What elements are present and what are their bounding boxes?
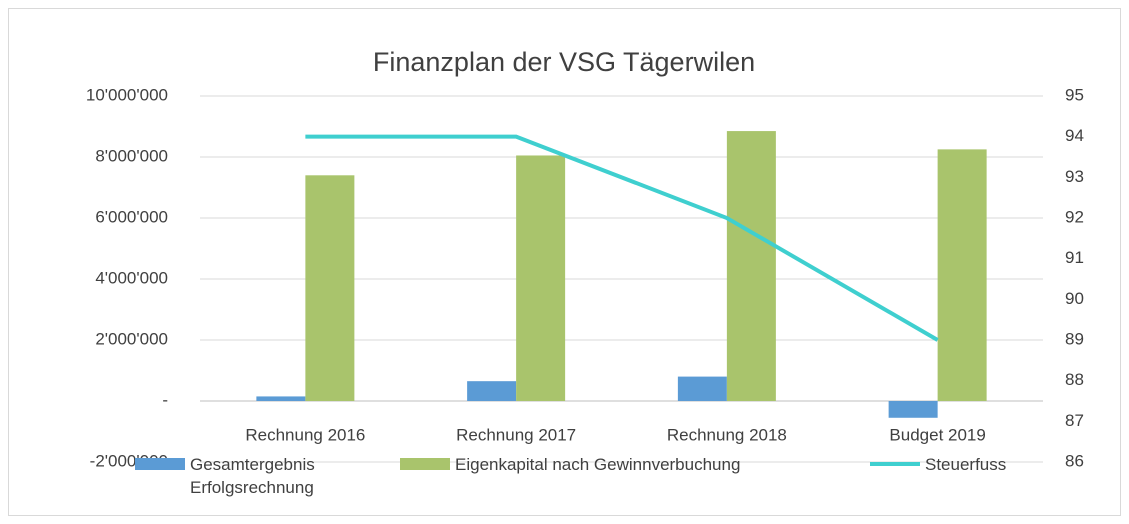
- y-tick-label: -: [162, 390, 168, 409]
- x-tick-label: Rechnung 2017: [456, 425, 576, 444]
- chart-title: Finanzplan der VSG Tägerwilen: [373, 47, 755, 77]
- legend-label: Eigenkapital nach Gewinnverbuchung: [455, 455, 741, 474]
- x-tick-label: Budget 2019: [889, 425, 985, 444]
- legend-label: Steuerfuss: [925, 455, 1007, 474]
- y-tick-label: 6'000'000: [95, 207, 168, 226]
- x-tick-label: Rechnung 2018: [667, 425, 787, 444]
- x-tick-label: Rechnung 2016: [245, 425, 365, 444]
- bar: [888, 401, 938, 418]
- y-tick-label: 8'000'000: [95, 146, 168, 165]
- legend-swatch: [400, 458, 450, 470]
- legend-label: Gesamtergebnis Erfolgsrechnung: [190, 455, 315, 497]
- y2-tick-label: 92: [1065, 207, 1084, 226]
- y-tick-label: 10'000'000: [86, 85, 168, 104]
- y2-tick-label: 89: [1065, 329, 1084, 348]
- bar: [726, 131, 776, 401]
- bar: [677, 376, 727, 401]
- y-tick-label: 2'000'000: [95, 329, 168, 348]
- bar: [467, 381, 517, 401]
- bar: [937, 149, 987, 401]
- bar: [256, 396, 306, 401]
- y2-tick-label: 93: [1065, 167, 1084, 186]
- y-tick-label: 4'000'000: [95, 268, 168, 287]
- y2-tick-label: 88: [1065, 370, 1084, 389]
- y2-tick-label: 87: [1065, 411, 1084, 430]
- y2-tick-label: 94: [1065, 126, 1084, 145]
- y2-tick-label: 95: [1065, 85, 1084, 104]
- line: [305, 134, 939, 342]
- legend-swatch: [135, 458, 185, 470]
- y2-tick-label: 91: [1065, 248, 1084, 267]
- y2-tick-label: 86: [1065, 451, 1084, 470]
- bar: [516, 155, 566, 401]
- bar: [305, 175, 355, 401]
- y2-tick-label: 90: [1065, 289, 1084, 308]
